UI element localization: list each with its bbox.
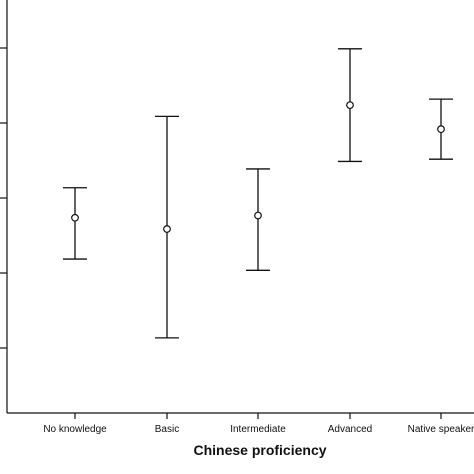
error-bar-group [155, 115, 179, 339]
mean-marker [163, 225, 171, 233]
x-axis-label: Chinese proficiency [193, 442, 326, 458]
x-tick-label: Basic [155, 424, 179, 435]
mean-marker [346, 101, 354, 110]
mean-marker [254, 211, 262, 220]
x-tick-label: No knowledge [43, 424, 107, 435]
axes [0, 0, 474, 419]
x-tick-label: Advanced [328, 424, 372, 435]
error-bar-group [63, 187, 87, 260]
x-tick-labels: No knowledge Basic Intermediate Advanced Nat… [43, 424, 474, 435]
data-marks [63, 48, 453, 339]
error-bar-group [246, 168, 270, 271]
x-tick-label: Native speaker [408, 424, 474, 435]
mean-marker [437, 125, 445, 134]
error-bar-group [429, 98, 453, 160]
x-tick-label: Intermediate [230, 424, 286, 435]
error-bar-group [338, 48, 362, 163]
mean-marker [71, 213, 79, 222]
